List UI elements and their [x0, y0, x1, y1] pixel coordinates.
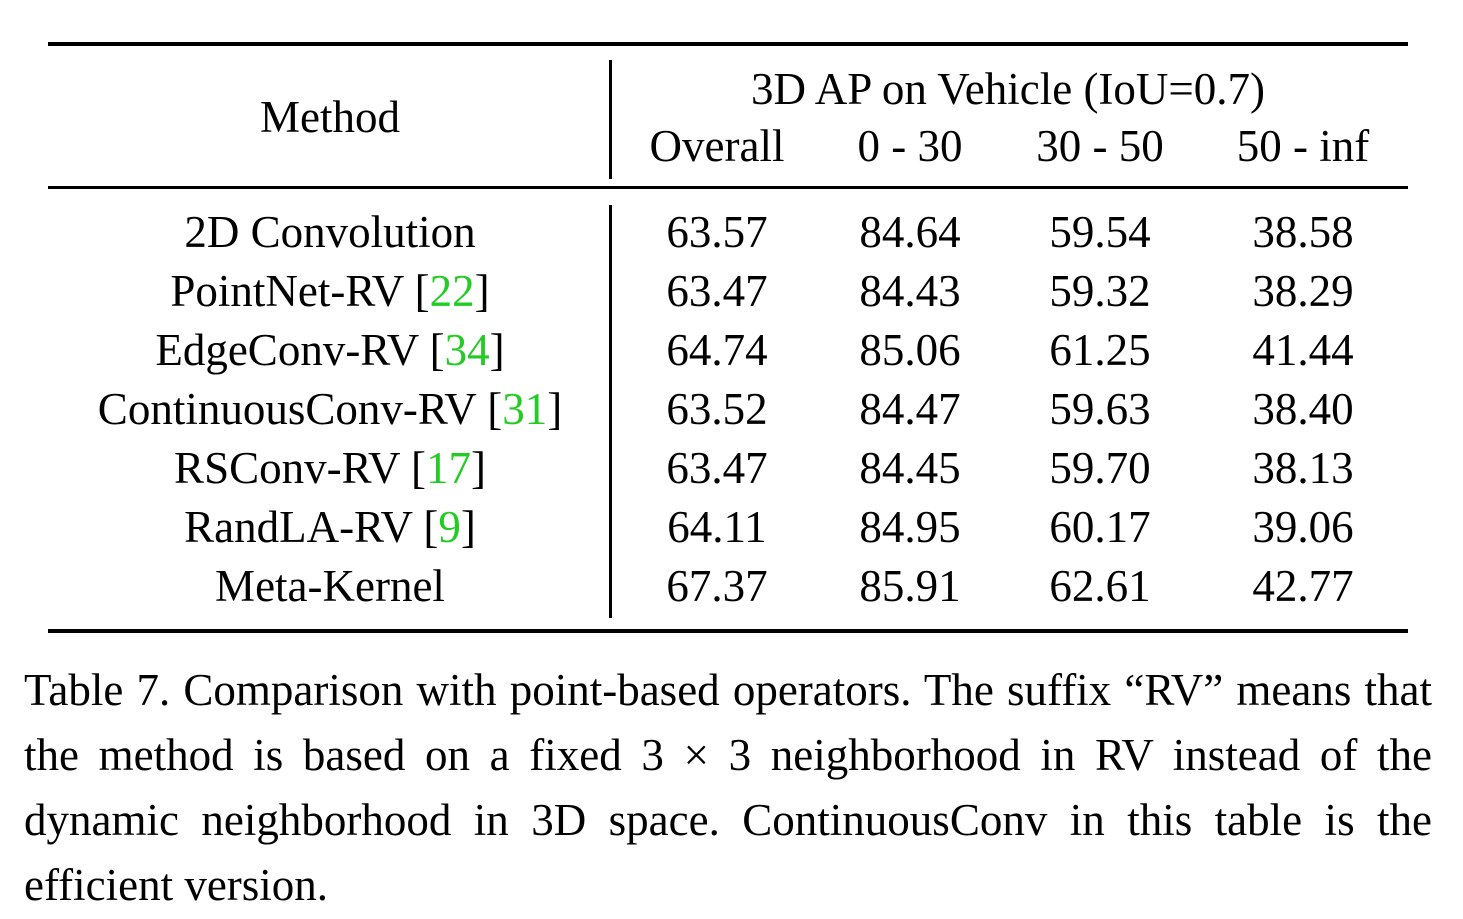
method-name: PointNet-RV — [170, 266, 404, 316]
method-cell: 2D Convolution — [184, 210, 475, 255]
citation-link[interactable]: 9 — [438, 502, 461, 552]
body-column-divider — [609, 205, 612, 618]
value-cell: 84.43 — [859, 266, 961, 316]
table-top-rule — [48, 42, 1408, 46]
method-name: ContinuousConv-RV — [97, 384, 476, 434]
value-cell: 61.25 — [1049, 325, 1151, 375]
value-cell: 59.70 — [1049, 443, 1151, 493]
method-cell: RandLA-RV [9] — [184, 502, 476, 552]
value-cell: 39.06 — [1252, 502, 1354, 552]
value-cell: 85.06 — [859, 325, 961, 375]
value-cell: 63.52 — [666, 384, 768, 434]
value-cell: 38.13 — [1252, 443, 1354, 493]
method-name: RandLA-RV — [184, 502, 413, 552]
value-cell: 41.44 — [1252, 325, 1354, 375]
value-cell: 59.32 — [1049, 266, 1151, 316]
value-cell: 84.45 — [859, 443, 961, 493]
value-cell: 60.17 — [1049, 502, 1151, 552]
citation-link[interactable]: 22 — [429, 266, 475, 316]
citation-link[interactable]: 31 — [502, 384, 548, 434]
table-bottom-rule — [48, 629, 1408, 633]
sub-header-3: 30 - 50 — [1036, 121, 1164, 171]
value-cell: 59.63 — [1049, 384, 1151, 434]
value-cell: 63.57 — [666, 207, 768, 257]
citation-link[interactable]: 17 — [425, 443, 471, 493]
method-name: Meta-Kernel — [215, 561, 445, 611]
method-name: EdgeConv-RV — [155, 325, 419, 375]
value-cell: 62.61 — [1049, 561, 1151, 611]
method-cell: RSConv-RV [17] — [174, 443, 486, 493]
value-cell: 59.54 — [1049, 207, 1151, 257]
method-cell: EdgeConv-RV [34] — [155, 325, 505, 375]
value-cell: 85.91 — [859, 561, 961, 611]
value-cell: 38.40 — [1252, 384, 1354, 434]
value-cell: 38.29 — [1252, 266, 1354, 316]
method-cell: PointNet-RV [22] — [170, 266, 490, 316]
method-cell: ContinuousConv-RV [31] — [97, 384, 563, 434]
table-caption: Table 7. Comparison with point-based ope… — [24, 665, 1432, 910]
value-cell: 64.74 — [666, 325, 768, 375]
value-cell: 63.47 — [666, 266, 768, 316]
value-cell: 67.37 — [666, 561, 768, 611]
sub-header-1: Overall — [649, 121, 785, 171]
value-cell: 64.11 — [667, 502, 767, 552]
value-cell: 38.58 — [1252, 207, 1354, 257]
method-name: RSConv-RV — [174, 443, 400, 493]
sub-header-2: 0 - 30 — [857, 121, 963, 171]
header-column-divider — [609, 60, 612, 179]
table-header-rule — [48, 186, 1408, 189]
value-cell: 63.47 — [666, 443, 768, 493]
value-cell: 42.77 — [1252, 561, 1354, 611]
sub-header-4: 50 - inf — [1236, 121, 1370, 171]
method-name: 2D Convolution — [184, 207, 476, 257]
group-header: 3D AP on Vehicle (IoU=0.7) — [750, 64, 1266, 114]
method-header: Method — [260, 92, 400, 142]
value-cell: 84.95 — [859, 502, 961, 552]
method-cell: Meta-Kernel — [215, 564, 445, 609]
citation-link[interactable]: 34 — [444, 325, 490, 375]
value-cell: 84.47 — [859, 384, 961, 434]
value-cell: 84.64 — [859, 207, 961, 257]
